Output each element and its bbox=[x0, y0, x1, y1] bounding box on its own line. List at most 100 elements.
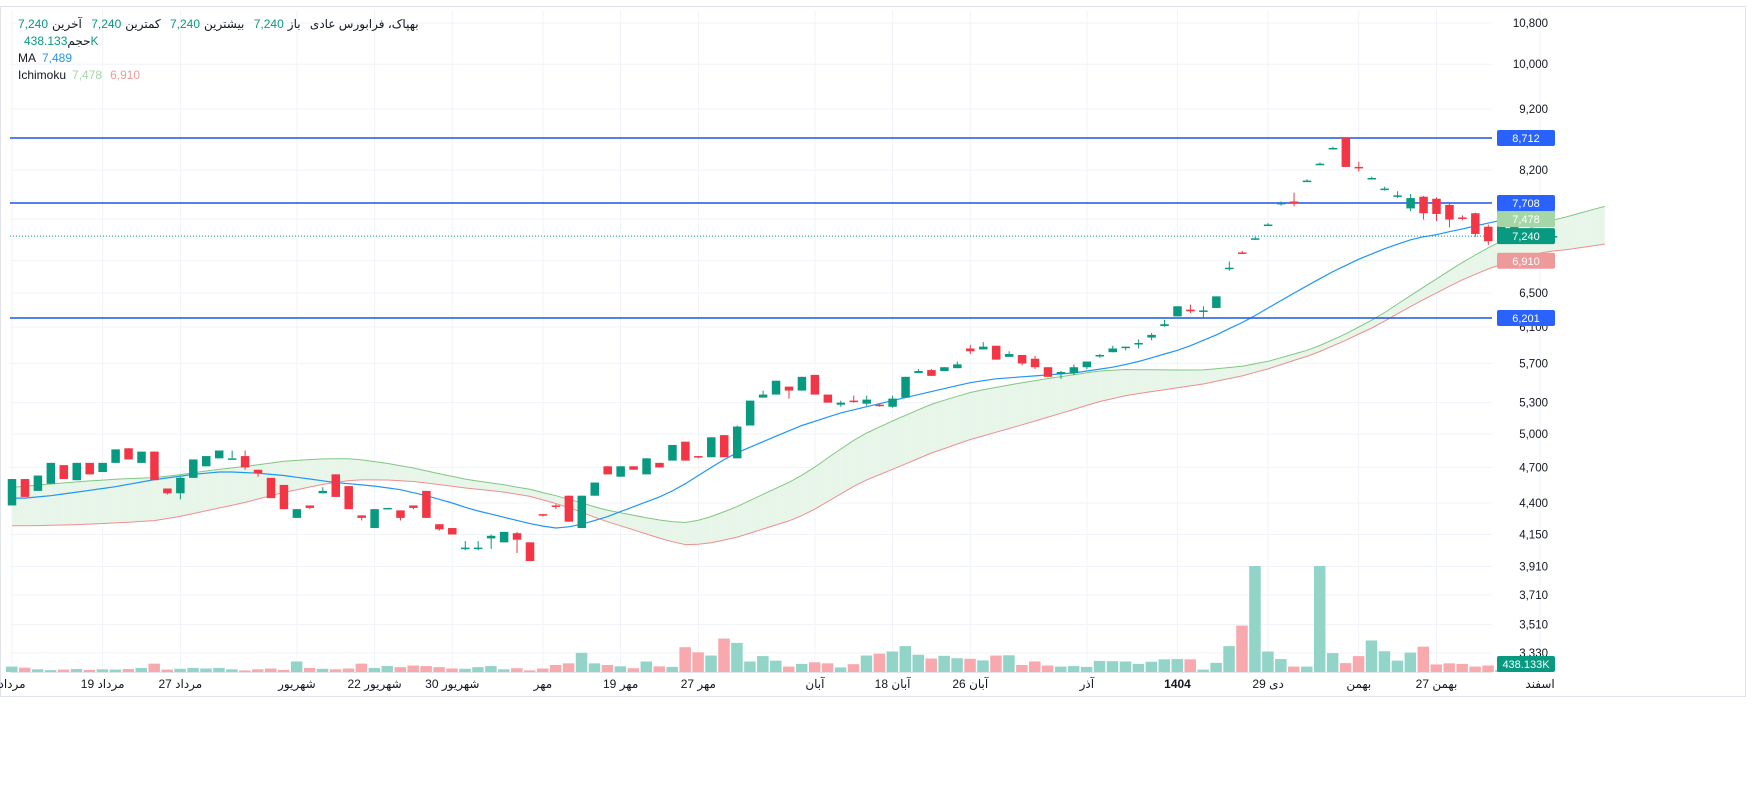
volume-bar-14 bbox=[187, 667, 199, 672]
candle-91 bbox=[1186, 304, 1195, 313]
candle-body-1 bbox=[20, 479, 30, 497]
volume-bar-87 bbox=[1132, 663, 1145, 672]
cloud-segment-50 bbox=[659, 519, 673, 542]
volume-bar-81 bbox=[1054, 666, 1067, 672]
volume-bar-30 bbox=[394, 667, 406, 672]
candle-82 bbox=[1069, 364, 1079, 375]
candle-body-75 bbox=[979, 346, 988, 350]
cloud-segment-62 bbox=[814, 457, 828, 510]
candle-103 bbox=[1341, 138, 1351, 167]
candle-15 bbox=[202, 456, 211, 467]
price-tag-2-text: 7,240 bbox=[1512, 231, 1540, 243]
cloud-segment-56 bbox=[737, 500, 751, 538]
moving-average bbox=[12, 217, 1515, 529]
cloud-segment-48 bbox=[633, 515, 647, 534]
candle-39 bbox=[512, 531, 522, 553]
cloud-segment-3 bbox=[50, 482, 64, 526]
level-tag-0-bg bbox=[1497, 130, 1555, 146]
candle-106 bbox=[1380, 186, 1389, 191]
cloud-segment-64 bbox=[840, 440, 854, 494]
cloud-segment-27 bbox=[361, 459, 375, 480]
volume-bar-92 bbox=[1197, 669, 1209, 672]
candle-35 bbox=[461, 541, 470, 551]
candle-body-2 bbox=[33, 475, 43, 491]
volume-bar-9 bbox=[122, 669, 135, 672]
candle-body-54 bbox=[707, 437, 716, 458]
cloud-segment-74 bbox=[970, 389, 984, 440]
candle-body-82 bbox=[1069, 367, 1079, 373]
cloud-segment-77 bbox=[1009, 382, 1023, 429]
candle-body-5 bbox=[72, 462, 81, 481]
cloud-segment-14 bbox=[193, 470, 207, 514]
candle-19 bbox=[253, 469, 263, 477]
candle-body-47 bbox=[616, 466, 625, 477]
chart-legend: بهپاک، فرابورس عادی باز7,240 بیشترین7,24… bbox=[18, 16, 419, 84]
candle-body-91 bbox=[1186, 309, 1195, 312]
candle-12 bbox=[163, 488, 172, 495]
cloud-segment-51 bbox=[672, 521, 686, 545]
volume-bar-8 bbox=[109, 669, 122, 672]
candle-67 bbox=[875, 403, 884, 407]
horizontal-levels bbox=[10, 137, 1492, 319]
cloud-segment-23 bbox=[309, 458, 323, 488]
candle-body-69 bbox=[901, 376, 910, 398]
price-tag-1-text: 7,478 bbox=[1512, 214, 1540, 226]
candle-body-60 bbox=[784, 386, 794, 391]
candle-113 bbox=[1471, 212, 1480, 237]
cloud-segment-91 bbox=[1190, 369, 1204, 386]
volume-bar-59 bbox=[770, 660, 782, 672]
candle-body-62 bbox=[810, 374, 820, 395]
ichimoku-b-value: 6,910 bbox=[110, 68, 141, 82]
volume-bar-26 bbox=[342, 668, 355, 672]
cloud-segment-38 bbox=[504, 484, 518, 495]
candle-body-94 bbox=[1225, 267, 1234, 270]
candle-71 bbox=[927, 369, 936, 376]
cloud-segment-6 bbox=[89, 480, 103, 525]
candle-32 bbox=[422, 490, 431, 518]
candle-1 bbox=[20, 479, 30, 497]
volume-bar-10 bbox=[135, 667, 147, 672]
volume-bar-110 bbox=[1430, 664, 1442, 672]
volume-bar-99 bbox=[1288, 666, 1300, 672]
candle-8 bbox=[111, 449, 120, 463]
cloud-segment-58 bbox=[763, 488, 777, 530]
candle-60 bbox=[784, 386, 794, 399]
candle-56 bbox=[732, 425, 742, 459]
volume-bar-109 bbox=[1417, 646, 1430, 672]
cloud-segment-34 bbox=[452, 476, 466, 488]
candle-69 bbox=[901, 376, 910, 398]
cloud-segment-11 bbox=[154, 476, 168, 521]
candle-body-104 bbox=[1354, 166, 1364, 169]
price-tick-1: 3,510 bbox=[1519, 620, 1548, 632]
candle-34 bbox=[448, 528, 457, 535]
price-axis: 3,3303,5103,7103,9104,1504,4004,7005,000… bbox=[1513, 18, 1548, 660]
volume-bar-60 bbox=[783, 666, 795, 672]
candle-86 bbox=[1121, 346, 1130, 351]
cloud-segment-111 bbox=[1449, 262, 1463, 287]
candle-body-107 bbox=[1393, 195, 1402, 197]
candle-61 bbox=[797, 376, 807, 391]
candle-49 bbox=[642, 458, 651, 475]
volume-bar-86 bbox=[1119, 661, 1132, 672]
cloud-segment-37 bbox=[491, 483, 505, 493]
candle-body-89 bbox=[1160, 324, 1169, 326]
volume-bar-19 bbox=[252, 669, 264, 672]
candle-body-68 bbox=[888, 398, 897, 407]
volume-bar-16 bbox=[213, 667, 225, 672]
candle-body-55 bbox=[720, 435, 729, 458]
volume-bar-36 bbox=[472, 667, 484, 672]
volume-bar-7 bbox=[96, 669, 109, 672]
volume-bar-20 bbox=[265, 668, 277, 672]
cloud-segment-53 bbox=[698, 516, 712, 545]
candle-body-71 bbox=[927, 370, 936, 376]
candle-23 bbox=[305, 505, 315, 510]
cloud-segment-69 bbox=[905, 409, 919, 464]
time-label-5: 30 شهریور bbox=[425, 677, 479, 692]
candle-body-4 bbox=[59, 465, 69, 480]
cloud-segment-81 bbox=[1060, 374, 1074, 414]
cloud-segment-59 bbox=[776, 482, 789, 525]
volume-bar-94 bbox=[1223, 646, 1235, 672]
candle-78 bbox=[1017, 354, 1027, 366]
candle-66 bbox=[862, 395, 871, 406]
